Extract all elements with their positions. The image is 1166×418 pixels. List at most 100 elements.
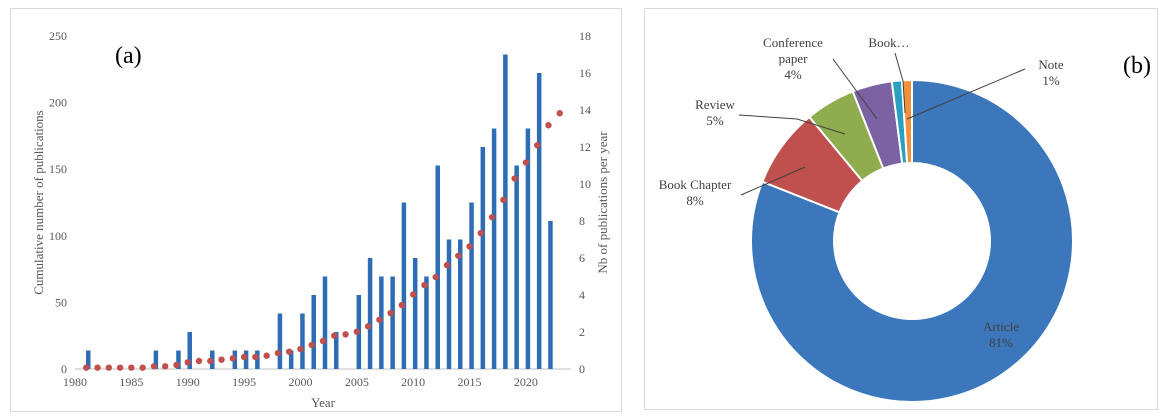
cumulative-point-2015: [466, 243, 473, 250]
slice-label-3-2: 4%: [784, 67, 802, 82]
bar-2011: [424, 276, 429, 369]
cumulative-point-1991: [195, 357, 203, 365]
bar-1999: [288, 350, 294, 369]
leader-line-1: [740, 166, 806, 196]
bar-2008: [390, 276, 395, 369]
cumulative-point-2009: [398, 301, 406, 309]
y-right-tick-8: 8: [579, 214, 585, 228]
y-right-tick-16: 16: [579, 66, 591, 80]
cumulative-point-1983: [105, 364, 113, 371]
cumulative-point-1998: [274, 349, 282, 357]
bar-2014: [458, 239, 463, 369]
bar-2002: [322, 276, 328, 369]
cumulative-point-2004: [342, 331, 349, 338]
bar-2007: [379, 276, 384, 369]
x-tick-2015: 2015: [458, 375, 482, 389]
slice-label-4-0: Book…: [868, 35, 909, 50]
y-right-tick-0: 0: [579, 362, 585, 376]
x-tick-2020: 2020: [514, 375, 538, 389]
slice-0: [750, 78, 1074, 403]
x-axis-label: Year: [311, 395, 336, 410]
x-tick-1980: 1980: [63, 375, 87, 389]
cumulative-point-1994: [229, 355, 237, 362]
panel-label-b: (b): [1123, 53, 1151, 79]
slice-label-0-1: 81%: [989, 335, 1013, 350]
bar-2010: [412, 258, 418, 369]
cumulative-point-2006: [364, 323, 372, 330]
cumulative-point-1996: [252, 353, 259, 361]
y-right-tick-4: 4: [579, 288, 585, 302]
bar-2020: [525, 128, 531, 369]
cumulative-point-2001: [308, 341, 315, 349]
bar-2015: [469, 202, 474, 369]
cumulative-point-1990: [184, 359, 191, 366]
cumulative-point-2007: [376, 316, 383, 323]
slice-label-2-0: Review: [695, 97, 735, 112]
panel-a-chart: 0 50 100 150 200 250 0 2 4 6 8 10 12 14 16 18 1980 1985 19…: [10, 8, 622, 412]
bar-2003: [334, 332, 339, 369]
y-right-tick-2: 2: [579, 325, 585, 339]
y-left-tick-250: 250: [49, 29, 67, 43]
bar-2017: [491, 128, 497, 369]
cumulative-point-2018: [500, 196, 507, 204]
bar-2016: [480, 147, 486, 369]
bar-1990: [187, 332, 192, 369]
y-left-tick-0: 0: [61, 362, 67, 376]
x-tick-1995: 1995: [232, 375, 256, 389]
bar-1987: [153, 350, 159, 369]
bar-2000: [300, 313, 305, 369]
cumulative-point-2011: [421, 281, 428, 289]
y-left-tick-100: 100: [49, 229, 67, 243]
cumulative-point-1997: [263, 352, 270, 359]
publications-combo-chart: 0 50 100 150 200 250 0 2 4 6 8 10 12 14 16 18 1980 1985 19…: [31, 29, 610, 410]
leader-line-3: [832, 58, 878, 120]
y-right-tick-14: 14: [579, 103, 591, 117]
bar-1998: [277, 313, 283, 369]
cumulative-point-2013: [443, 261, 451, 269]
x-tick-2000: 2000: [288, 375, 312, 389]
cumulative-point-2008: [387, 309, 394, 317]
cumulative-point-2023: [556, 110, 563, 117]
cumulative-point-1999: [285, 348, 293, 355]
cumulative-point-2000: [297, 345, 304, 353]
y-right-tick-12: 12: [579, 140, 591, 154]
bar-2018: [503, 54, 508, 369]
cumulative-point-1986: [139, 364, 146, 371]
cumulative-point-2005: [353, 328, 361, 335]
panel-label-a: (a): [115, 43, 142, 69]
cumulative-point-1987: [150, 363, 158, 370]
bar-1981: [86, 350, 91, 369]
cumulative-point-2021: [533, 142, 541, 149]
y-left-tick-50: 50: [55, 295, 67, 309]
cumulative-point-2003: [331, 332, 338, 339]
y-left-tick-200: 200: [49, 96, 67, 110]
x-tick-2010: 2010: [401, 375, 425, 389]
leader-line-5: [906, 68, 1026, 120]
slice-label-1-1: 8%: [686, 193, 704, 208]
y-left-tick-150: 150: [49, 162, 67, 176]
cumulative-point-1984: [116, 364, 124, 371]
bar-2021: [536, 73, 542, 369]
cumulative-point-2012: [432, 273, 439, 281]
bar-2009: [401, 202, 407, 369]
slice-label-3-0: Conference: [763, 35, 823, 50]
slice-label-2-1: 5%: [706, 113, 724, 128]
cumulative-point-1992: [207, 357, 214, 365]
leader-line-4: [894, 52, 906, 114]
cumulative-point-2010: [409, 291, 417, 298]
cumulative-point-2014: [455, 252, 462, 259]
slice-label-1-0: Book Chapter: [659, 177, 732, 192]
cumulative-point-2002: [319, 337, 327, 345]
bar-1996: [255, 350, 260, 369]
bar-1995: [243, 350, 249, 369]
cumulative-point-2022: [545, 122, 552, 129]
cumulative-point-2020: [522, 159, 530, 166]
leader-line-2: [738, 114, 846, 135]
bar-2022: [548, 221, 553, 369]
y-right-tick-18: 18: [579, 29, 591, 43]
cumulative-point-1982: [94, 364, 101, 371]
cumulative-point-1993: [218, 356, 225, 363]
y-left-axis-label: Cumulative number of publications: [31, 110, 46, 295]
cumulative-point-1985: [128, 364, 135, 371]
